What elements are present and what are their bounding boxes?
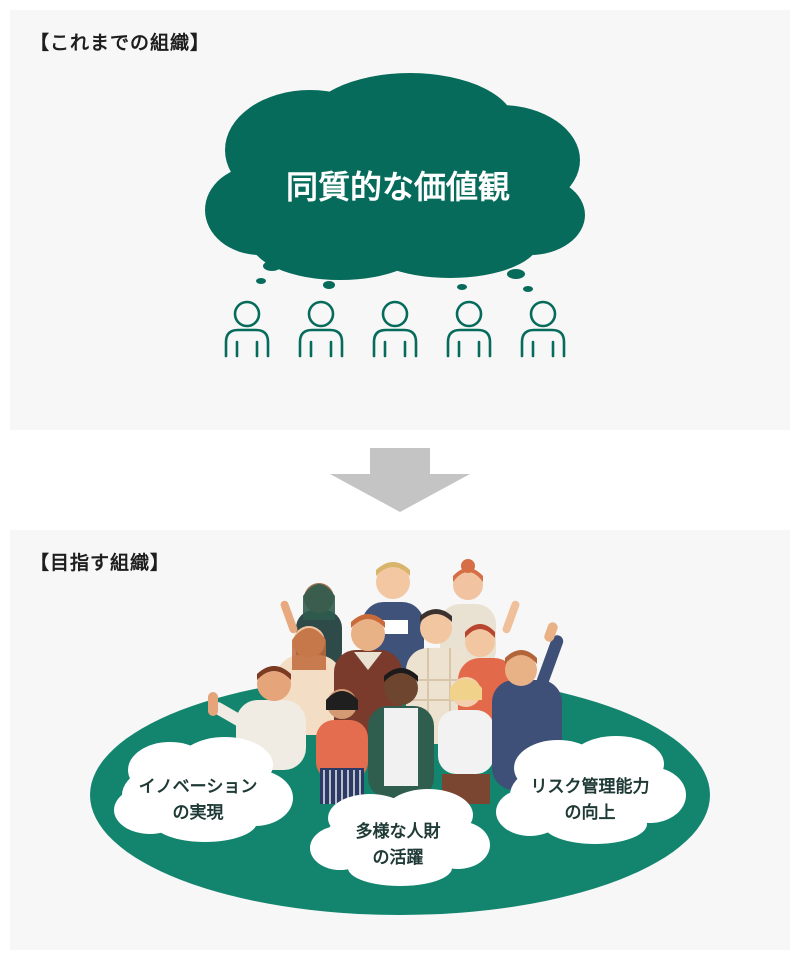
person-icon xyxy=(298,300,344,358)
person-figure xyxy=(316,689,368,804)
bubble-diversity-line1: 多様な人財 xyxy=(356,821,441,842)
target-organization-title: 【目指す組織】 xyxy=(30,552,171,574)
current-organization-illustration: 同質的な価値観 xyxy=(205,73,585,358)
bubble-diversity: 多様な人財 の活躍 xyxy=(310,789,490,886)
bubble-innovation-line1: イノベーション xyxy=(139,777,258,797)
person-icon xyxy=(520,300,566,358)
person-icon xyxy=(224,300,270,358)
current-organization-panel: 【これまでの組織】 同質的な価値観 xyxy=(10,10,790,430)
cloud-text: 同質的な価値観 xyxy=(286,168,510,206)
person-icon xyxy=(446,300,492,358)
current-organization-title: 【これまでの組織】 xyxy=(30,32,211,54)
bubble-risk-management-line1: リスク管理能力 xyxy=(531,776,650,797)
bubble-risk-management-line2: の向上 xyxy=(565,802,616,823)
bubble-innovation: イノベーション の実現 xyxy=(114,737,293,842)
down-arrow-icon xyxy=(330,448,470,512)
thought-cloud xyxy=(205,73,585,280)
person-figure xyxy=(368,668,434,798)
person-icon xyxy=(372,300,418,358)
bubble-diversity-line2: の活躍 xyxy=(373,847,424,868)
person-icons xyxy=(224,300,566,358)
thought-dots xyxy=(256,261,533,292)
person-figure xyxy=(438,677,494,804)
bubble-risk-management: リスク管理能力 の向上 xyxy=(496,736,686,844)
target-organization-illustration: イノベーション の実現 多様な人財 の活躍 xyxy=(90,559,710,915)
diverse-people-group xyxy=(208,559,564,804)
bubble-innovation-line2: の実現 xyxy=(173,802,224,823)
target-organization-panel: 【目指す組織】 xyxy=(10,530,790,950)
